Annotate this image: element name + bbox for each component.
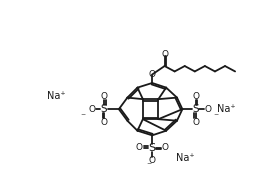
Text: ⁻: ⁻ [213,112,218,122]
Text: O: O [101,118,108,127]
Text: O: O [192,91,199,101]
Text: Na⁺: Na⁺ [217,104,236,114]
Text: O: O [192,118,199,127]
Text: S: S [148,143,156,153]
Text: Na⁺: Na⁺ [176,153,195,163]
Text: S: S [101,104,108,114]
Text: Na⁺: Na⁺ [47,91,65,101]
Text: O: O [205,105,211,114]
Text: ⁻: ⁻ [147,161,152,171]
Text: O: O [149,70,156,79]
Text: O: O [162,143,169,152]
Text: O: O [136,143,142,152]
Text: S: S [192,104,199,114]
Text: O: O [88,105,95,114]
Text: O: O [149,156,156,165]
Text: O: O [101,91,108,101]
Text: O: O [161,50,168,59]
Text: ⁻: ⁻ [81,112,86,122]
